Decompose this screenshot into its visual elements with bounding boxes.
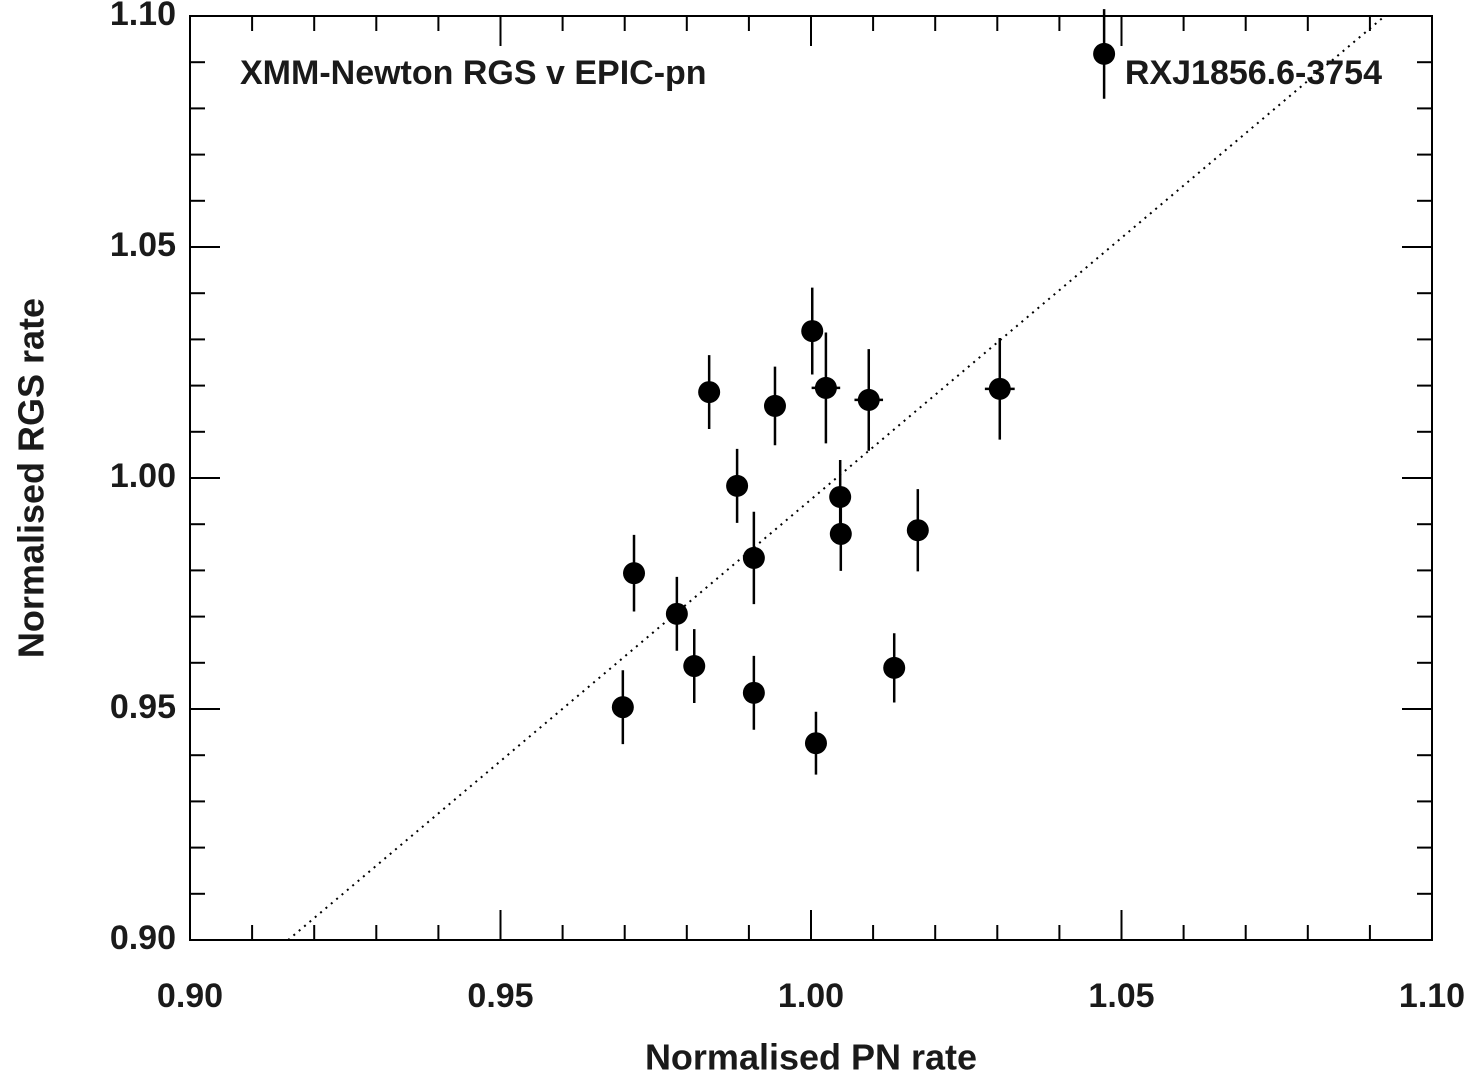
y-tick-label: 1.00: [110, 457, 176, 495]
y-tick-label: 1.05: [110, 226, 176, 264]
point: [883, 656, 906, 679]
point: [988, 377, 1011, 400]
x-tick-label: 1.10: [1399, 977, 1465, 1015]
y-axis-title: Normalised RGS rate: [11, 298, 52, 658]
y-tick-label: 0.90: [110, 919, 176, 957]
point: [804, 732, 827, 755]
plot-frame: [189, 15, 1433, 941]
chart-subtitle: RXJ1856.6-3754: [1125, 54, 1382, 92]
point: [1093, 42, 1116, 65]
point: [801, 320, 824, 343]
point: [763, 394, 786, 417]
y-tick-label: 1.10: [110, 0, 176, 33]
point: [829, 522, 852, 545]
point: [665, 602, 688, 625]
x-tick-label: 0.90: [157, 977, 223, 1015]
point: [683, 655, 706, 678]
point: [906, 519, 929, 542]
chart-title: XMM-Newton RGS v EPIC-pn: [240, 54, 707, 92]
x-tick-label: 0.95: [467, 977, 533, 1015]
x-axis-title: Normalised PN rate: [645, 1037, 977, 1078]
point: [742, 681, 765, 704]
point: [814, 376, 837, 399]
x-tick-label: 1.05: [1088, 977, 1154, 1015]
point: [726, 474, 749, 497]
reference-line: [287, 15, 1386, 941]
point: [698, 381, 721, 404]
point: [742, 546, 765, 569]
point: [857, 388, 880, 411]
point: [611, 696, 634, 719]
point: [623, 562, 646, 585]
y-tick-label: 0.95: [110, 688, 176, 726]
x-tick-label: 1.00: [778, 977, 844, 1015]
